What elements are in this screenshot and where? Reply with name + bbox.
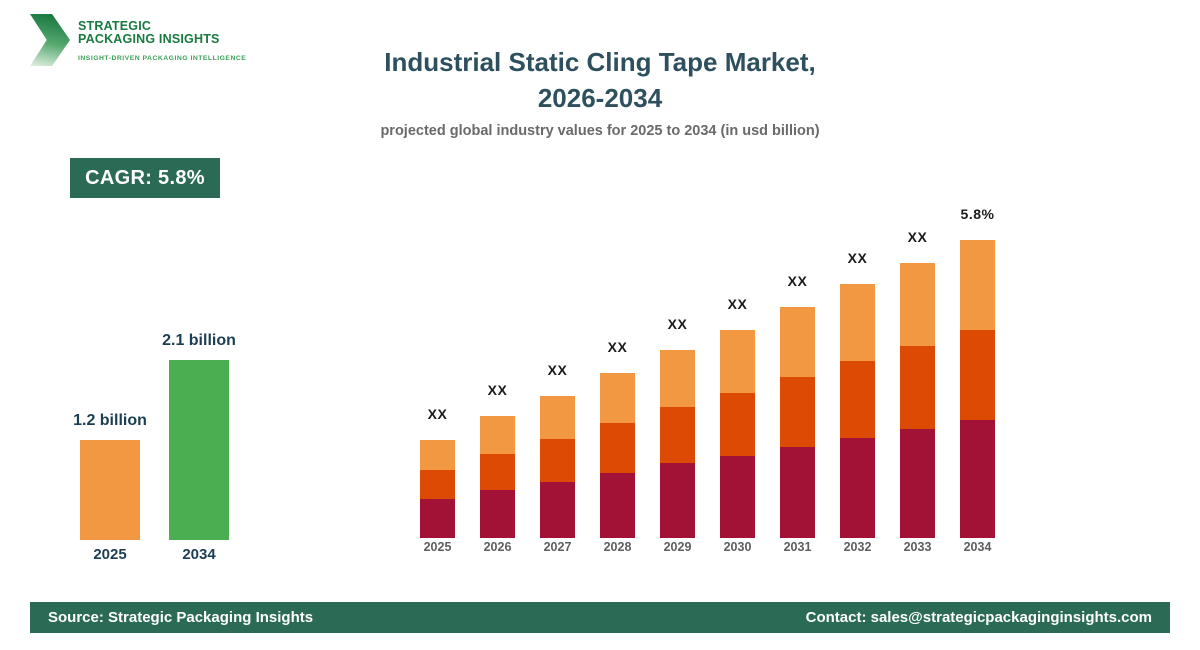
stacked-bar-label-2027: XX bbox=[547, 362, 568, 378]
highlight-value-label-2025: 1.2 billion bbox=[73, 412, 147, 429]
stacked-bar-2029-segment-top bbox=[660, 350, 695, 407]
stacked-bar-2027-segment-top bbox=[540, 396, 575, 439]
highlight-axis-label-2025: 2025 bbox=[93, 546, 127, 563]
stacked-bar-label-2034: 5.8% bbox=[960, 206, 995, 222]
stacked-bar-2027-segment-middle bbox=[540, 439, 575, 482]
stacked-bar-label-2029: XX bbox=[667, 316, 688, 332]
logo-tagline: INSIGHT-DRIVEN PACKAGING INTELLIGENCE bbox=[78, 55, 247, 62]
stacked-bar-2026-segment-middle bbox=[480, 454, 515, 490]
stacked-axis-label-2029: 2029 bbox=[663, 540, 692, 554]
stacked-bar-label-2025: XX bbox=[427, 406, 448, 422]
stacked-bar-label-2028: XX bbox=[607, 339, 628, 355]
stacked-axis-label-2034: 2034 bbox=[963, 540, 992, 554]
stacked-bar-2032-segment-bottom bbox=[840, 438, 875, 538]
stacked-bar-2028-segment-middle bbox=[600, 423, 635, 473]
stacked-bar-2026-segment-top bbox=[480, 416, 515, 454]
page-title: Industrial Static Cling Tape Market, 202… bbox=[0, 44, 1200, 116]
footer-bar: Source: Strategic Packaging Insights Con… bbox=[30, 602, 1170, 633]
highlight-bar-2034 bbox=[169, 360, 229, 540]
stacked-bar-2034-segment-bottom bbox=[960, 420, 995, 538]
stacked-bar-2029-segment-middle bbox=[660, 407, 695, 463]
logo-name-line1: STRATEGIC bbox=[78, 19, 152, 33]
source-text: Source: Strategic Packaging Insights bbox=[48, 609, 314, 626]
stacked-bar-2031-segment-bottom bbox=[780, 447, 815, 538]
stacked-bar-label-2033: XX bbox=[907, 229, 928, 245]
header: Industrial Static Cling Tape Market, 202… bbox=[0, 44, 1200, 139]
stacked-axis-label-2032: 2032 bbox=[843, 540, 872, 554]
stacked-bar-2032-segment-middle bbox=[840, 361, 875, 438]
stacked-axis-label-2025: 2025 bbox=[423, 540, 452, 554]
highlight-value-label-2034: 2.1 billion bbox=[162, 332, 236, 349]
stacked-bar-2034-segment-top bbox=[960, 240, 995, 330]
page-title-line1: Industrial Static Cling Tape Market, bbox=[384, 47, 816, 77]
stacked-bar-2025-segment-middle bbox=[420, 470, 455, 499]
stacked-bar-2033-segment-bottom bbox=[900, 429, 935, 538]
stacked-bar-2030-segment-middle bbox=[720, 393, 755, 456]
stacked-bar-label-2026: XX bbox=[487, 382, 508, 398]
logo-name-line2: PACKAGING INSIGHTS bbox=[78, 32, 220, 46]
stacked-bar-label-2031: XX bbox=[787, 273, 808, 289]
stacked-bar-2025-segment-top bbox=[420, 440, 455, 470]
highlight-bar-2025 bbox=[80, 440, 140, 540]
stacked-bar-2026-segment-bottom bbox=[480, 490, 515, 538]
stacked-bar-2034-segment-middle bbox=[960, 330, 995, 420]
stacked-bar-label-2030: XX bbox=[727, 296, 748, 312]
stacked-bar-2031-segment-middle bbox=[780, 377, 815, 447]
stacked-bar-2027-segment-bottom bbox=[540, 482, 575, 538]
stacked-bar-2029-segment-bottom bbox=[660, 463, 695, 538]
logo-text: STRATEGIC PACKAGING INSIGHTS INSIGHT-DRI… bbox=[78, 14, 247, 63]
page-title-line2: 2026-2034 bbox=[537, 83, 663, 113]
highlight-bar-chart: 1.2 billion 2025 2.1 billion 2034 bbox=[60, 320, 290, 565]
contact-text: Contact: sales@strategicpackaginginsight… bbox=[805, 609, 1152, 626]
stacked-bar-chart: XX 2025 XX 2026 XX 2027 XX 2028 XX 2029 XX 2030 XX 20… bbox=[405, 200, 1015, 556]
highlight-axis-label-2034: 2034 bbox=[182, 546, 216, 563]
stacked-axis-label-2033: 2033 bbox=[903, 540, 932, 554]
stacked-bar-2033-segment-middle bbox=[900, 346, 935, 429]
stacked-bar-2028-segment-bottom bbox=[600, 473, 635, 538]
stacked-axis-label-2026: 2026 bbox=[483, 540, 512, 554]
stacked-bar-2031-segment-top bbox=[780, 307, 815, 377]
stacked-axis-label-2028: 2028 bbox=[603, 540, 632, 554]
brand-logo: STRATEGIC PACKAGING INSIGHTS INSIGHT-DRI… bbox=[30, 14, 246, 66]
stacked-bar-2028-segment-top bbox=[600, 373, 635, 423]
stacked-axis-label-2031: 2031 bbox=[783, 540, 812, 554]
stacked-bar-2025-segment-bottom bbox=[420, 499, 455, 538]
page-subtitle: projected global industry values for 202… bbox=[380, 123, 820, 139]
stacked-bar-2033-segment-top bbox=[900, 263, 935, 346]
stacked-bar-2032-segment-top bbox=[840, 284, 875, 361]
stacked-axis-label-2027: 2027 bbox=[543, 540, 572, 554]
stacked-bar-label-2032: XX bbox=[847, 250, 868, 266]
stacked-axis-label-2030: 2030 bbox=[723, 540, 752, 554]
stacked-bar-2030-segment-bottom bbox=[720, 456, 755, 538]
cagr-badge: CAGR: 5.8% bbox=[70, 158, 220, 198]
stacked-bar-2030-segment-top bbox=[720, 330, 755, 393]
